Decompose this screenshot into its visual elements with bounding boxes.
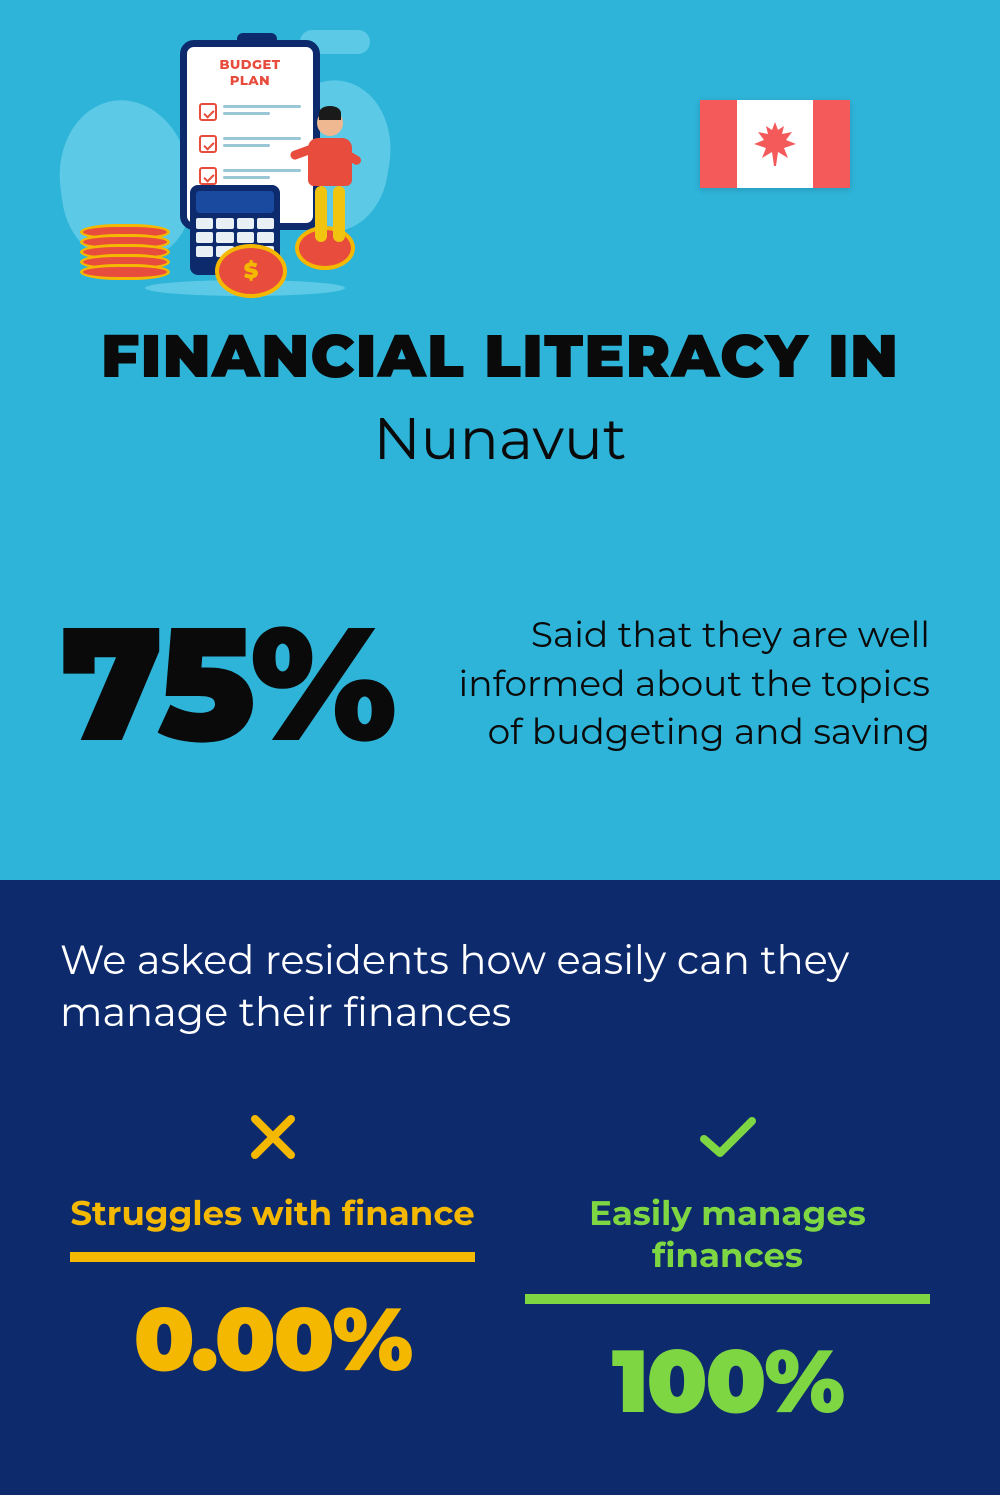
infographic-page: BUDGET PLAN $ [0, 0, 1000, 1414]
clipboard-title: BUDGET PLAN [199, 57, 301, 89]
results-row: Struggles with finance 0.00% Easily mana… [60, 1109, 940, 1435]
stat-description: Said that they are well informed about t… [433, 611, 940, 757]
cross-icon [60, 1109, 485, 1174]
result-value: 0.00% [60, 1286, 485, 1393]
page-title: FINANCIAL LITERACY IN [60, 320, 940, 393]
canada-flag-icon [700, 100, 850, 188]
bottom-section: We asked residents how easily can they m… [0, 880, 1000, 1495]
title-block: FINANCIAL LITERACY IN Nunavut [60, 320, 940, 474]
headline-stat: 75% Said that they are well informed abo… [60, 604, 940, 764]
top-section: BUDGET PLAN $ [0, 0, 1000, 880]
result-value: 100% [515, 1328, 940, 1435]
result-easy: Easily manages finances 100% [515, 1109, 940, 1435]
result-label: Struggles with finance [60, 1192, 485, 1234]
stat-percent: 75% [60, 604, 393, 764]
survey-question: We asked residents how easily can they m… [60, 935, 880, 1039]
divider-bar [70, 1252, 475, 1262]
maple-leaf-icon [752, 120, 798, 168]
check-icon [515, 1109, 940, 1174]
budget-illustration: BUDGET PLAN $ [60, 30, 400, 290]
coin-stack-icon [80, 230, 170, 280]
divider-bar [525, 1294, 930, 1304]
result-struggles: Struggles with finance 0.00% [60, 1109, 485, 1435]
header-row: BUDGET PLAN $ [60, 30, 940, 290]
coin-icon: $ [215, 244, 287, 298]
page-subtitle: Nunavut [60, 403, 940, 474]
person-icon [300, 110, 360, 260]
result-label: Easily manages finances [515, 1192, 940, 1276]
